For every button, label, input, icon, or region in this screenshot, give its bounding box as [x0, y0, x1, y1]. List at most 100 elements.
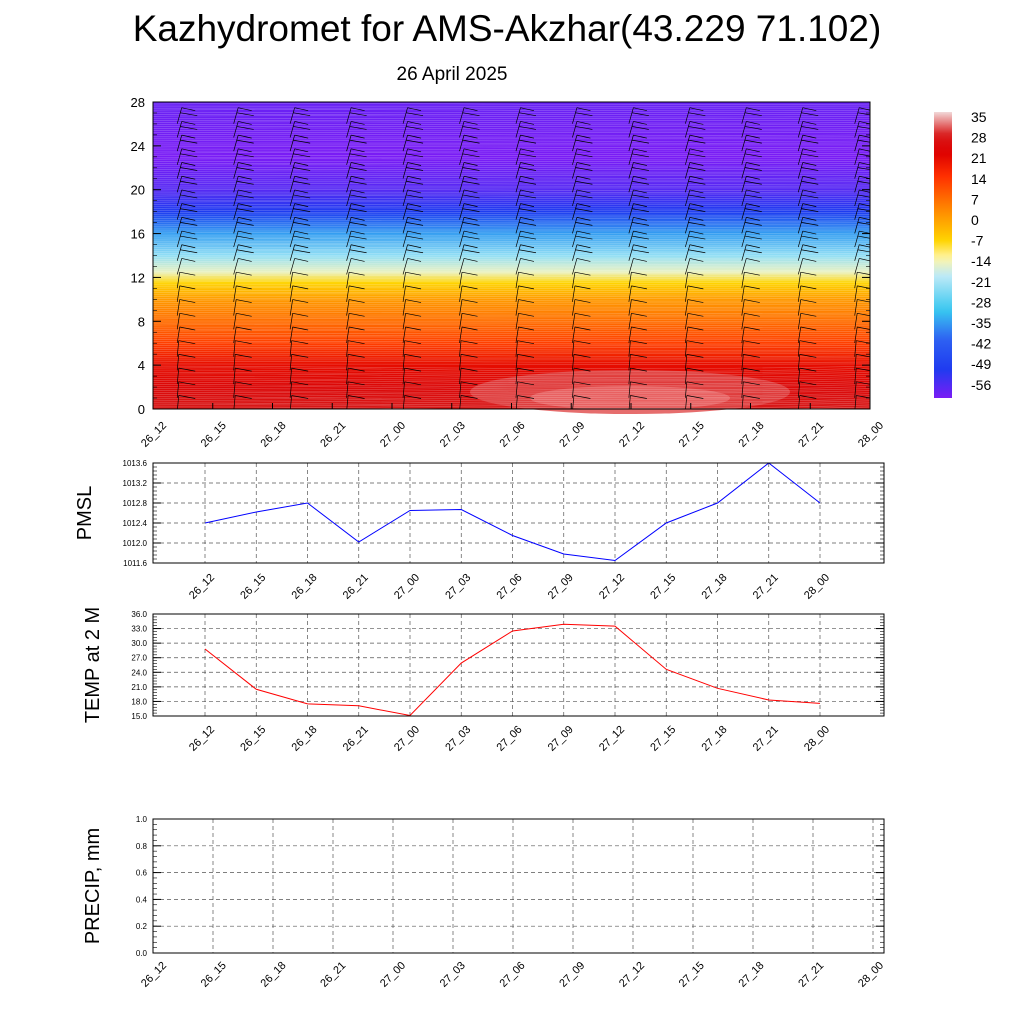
- wind-barb: [628, 271, 647, 289]
- wind-barb: [741, 148, 762, 165]
- contour-line: [153, 396, 870, 400]
- wind-barb: [233, 121, 254, 138]
- wind-barb: [797, 381, 817, 398]
- wind-barb: [346, 148, 367, 165]
- wind-barb: [176, 230, 198, 248]
- wind-barb: [741, 175, 762, 193]
- colorbar-label: -42: [971, 336, 991, 352]
- xtick-label: 26_12: [187, 724, 217, 754]
- wind-barb: [289, 203, 311, 220]
- ytick-label: 1012.0: [123, 539, 148, 548]
- ytick-label: 0.2: [136, 922, 148, 931]
- wind-barb: [459, 217, 480, 234]
- wind-barb: [402, 189, 424, 207]
- contour-line: [153, 213, 870, 216]
- xtick-label: 27_09: [546, 724, 576, 754]
- ytick-label: 1013.6: [123, 459, 148, 468]
- wind-barb: [459, 340, 478, 357]
- wind-barb: [176, 312, 196, 330]
- wind-barb: [854, 285, 870, 302]
- xtick-label: 26_21: [318, 960, 348, 990]
- wind-barb: [515, 244, 537, 261]
- wind-barb: [459, 107, 480, 124]
- wind-barb: [515, 121, 537, 138]
- wind-barb: [289, 326, 309, 344]
- heatmap-xtick-label: 26_15: [199, 420, 229, 450]
- wind-barb: [572, 312, 591, 330]
- wind-barb: [741, 230, 762, 248]
- wind-barb: [346, 381, 365, 398]
- wind-barb: [459, 367, 478, 385]
- wind-barb: [233, 230, 254, 248]
- wind-barb: [402, 121, 424, 138]
- wind-barb: [515, 285, 535, 302]
- wind-barb: [797, 107, 819, 124]
- wind-barb: [402, 217, 424, 234]
- wind-barb: [854, 326, 870, 344]
- wind-barb: [572, 230, 593, 248]
- contour-line: [153, 369, 870, 374]
- contour-line: [153, 305, 870, 308]
- wind-barb: [402, 175, 424, 193]
- wind-barb: [289, 244, 311, 261]
- wind-barb: [176, 326, 196, 344]
- heatmap-ytick-label: 16: [131, 227, 145, 242]
- colorbar-label: 35: [971, 109, 987, 125]
- contour-line: [153, 378, 870, 382]
- wind-barb: [233, 354, 252, 371]
- wind-barb: [176, 107, 198, 124]
- wind-barb: [515, 134, 537, 152]
- ytick-label: 30.0: [131, 639, 147, 648]
- wind-barb: [233, 299, 252, 316]
- ytick-label: 33.0: [131, 625, 147, 634]
- wind-barb: [346, 244, 367, 261]
- xtick-label: 27_09: [546, 572, 576, 602]
- wind-barb: [572, 271, 591, 289]
- wind-barb: [854, 162, 870, 179]
- xtick-label: 27_00: [378, 960, 408, 990]
- wind-barb: [741, 299, 760, 316]
- heatmap-ytick-label: 12: [131, 270, 145, 285]
- wind-barb: [797, 312, 817, 330]
- wind-barb: [176, 381, 196, 398]
- xtick-label: 26_18: [259, 960, 289, 990]
- heatmap-xtick-label: 27_03: [438, 420, 468, 450]
- contour-line: [153, 287, 870, 290]
- contour-line: [153, 373, 870, 378]
- wind-barb: [289, 121, 311, 138]
- wind-barb: [346, 175, 367, 193]
- wind-barb: [741, 203, 762, 220]
- wind-barb: [741, 271, 760, 289]
- wind-barb: [684, 326, 704, 344]
- colorbar-label: 7: [971, 191, 979, 207]
- wind-barb: [515, 162, 537, 179]
- xtick-label: 27_12: [597, 724, 627, 754]
- wind-barb: [572, 121, 593, 138]
- plot-frame: [152, 613, 885, 717]
- heatmap-xtick-label: 27_15: [677, 420, 707, 450]
- heatmap-xtick-label: 27_12: [617, 420, 647, 450]
- wind-barb: [346, 217, 367, 234]
- wind-barb: [797, 271, 817, 289]
- contour-line: [153, 381, 870, 386]
- wind-barbs: [176, 107, 870, 409]
- wind-barb: [233, 107, 254, 124]
- wind-barb: [797, 162, 819, 179]
- contour-line: [153, 388, 870, 392]
- wind-barb: [176, 148, 198, 165]
- wind-barb: [233, 326, 252, 344]
- xtick-label: 27_15: [648, 572, 678, 602]
- xtick-label: 26_18: [290, 724, 320, 754]
- contour-line: [153, 207, 870, 210]
- ytick-label: 24.0: [131, 668, 147, 677]
- wind-barb: [176, 299, 196, 316]
- wind-barb: [515, 381, 535, 398]
- wind-barb: [685, 175, 706, 193]
- xtick-label: 27_00: [392, 724, 422, 754]
- contour-line: [153, 139, 870, 142]
- wind-barb: [515, 175, 537, 193]
- wind-barb: [628, 381, 647, 398]
- contour-line: [153, 103, 870, 106]
- wind-barb: [289, 230, 311, 248]
- wind-barb: [346, 354, 365, 371]
